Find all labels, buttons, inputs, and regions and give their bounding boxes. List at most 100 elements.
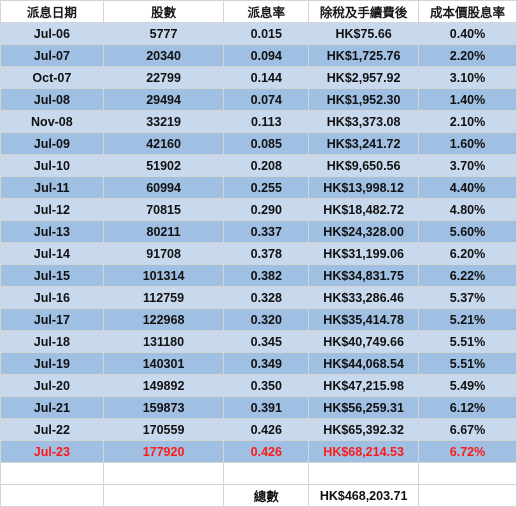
cell-shares[interactable]: 159873 — [102, 396, 225, 419]
cell-net[interactable]: HK$35,414.78 — [308, 308, 420, 331]
cell-yield[interactable]: 1.60% — [418, 132, 517, 155]
cell-date[interactable]: Nov-08 — [0, 110, 104, 133]
cell-net[interactable]: HK$65,392.32 — [308, 418, 420, 441]
cell-shares[interactable]: 149892 — [102, 374, 225, 397]
cell-net[interactable]: HK$1,952.30 — [308, 88, 420, 111]
cell-rate[interactable]: 0.426 — [223, 418, 310, 441]
empty-cell[interactable] — [102, 484, 225, 507]
cell-net[interactable]: HK$18,482.72 — [308, 198, 420, 221]
cell-yield[interactable]: 5.49% — [418, 374, 517, 397]
cell-net[interactable]: HK$33,286.46 — [308, 286, 420, 309]
cell-date[interactable]: Jul-06 — [0, 22, 104, 45]
cell-shares[interactable]: 177920 — [102, 440, 225, 463]
cell-yield[interactable]: 5.37% — [418, 286, 517, 309]
cell-yield[interactable]: 5.51% — [418, 330, 517, 353]
empty-cell[interactable] — [0, 484, 104, 507]
cell-yield[interactable]: 6.22% — [418, 264, 517, 287]
cell-shares[interactable]: 140301 — [102, 352, 225, 375]
cell-date[interactable]: Jul-14 — [0, 242, 104, 265]
cell-rate[interactable]: 0.382 — [223, 264, 310, 287]
cell-shares[interactable]: 80211 — [102, 220, 225, 243]
cell-yield[interactable]: 5.60% — [418, 220, 517, 243]
cell-rate[interactable]: 0.074 — [223, 88, 310, 111]
cell-net[interactable]: HK$40,749.66 — [308, 330, 420, 353]
cell-rate[interactable]: 0.144 — [223, 66, 310, 89]
cell-shares[interactable]: 22799 — [102, 66, 225, 89]
cell-net[interactable]: HK$75.66 — [308, 22, 420, 45]
cell-yield[interactable]: 4.80% — [418, 198, 517, 221]
empty-cell[interactable] — [308, 462, 420, 485]
cell-date[interactable]: Jul-18 — [0, 330, 104, 353]
cell-shares[interactable]: 60994 — [102, 176, 225, 199]
cell-date[interactable]: Jul-11 — [0, 176, 104, 199]
cell-net[interactable]: HK$13,998.12 — [308, 176, 420, 199]
cell-date[interactable]: Jul-13 — [0, 220, 104, 243]
cell-shares[interactable]: 101314 — [102, 264, 225, 287]
cell-yield[interactable]: 1.40% — [418, 88, 517, 111]
cell-rate[interactable]: 0.391 — [223, 396, 310, 419]
cell-date[interactable]: Jul-08 — [0, 88, 104, 111]
cell-date[interactable]: Jul-22 — [0, 418, 104, 441]
empty-cell[interactable] — [0, 462, 104, 485]
cell-date[interactable]: Jul-23 — [0, 440, 104, 463]
cell-yield[interactable]: 6.12% — [418, 396, 517, 419]
cell-net[interactable]: HK$1,725.76 — [308, 44, 420, 67]
cell-net[interactable]: HK$3,241.72 — [308, 132, 420, 155]
cell-date[interactable]: Jul-16 — [0, 286, 104, 309]
cell-rate[interactable]: 0.290 — [223, 198, 310, 221]
empty-cell[interactable] — [223, 462, 310, 485]
total-label[interactable]: 總數 — [223, 484, 310, 507]
cell-yield[interactable]: 3.10% — [418, 66, 517, 89]
header-cell-shares[interactable]: 股數 — [102, 0, 225, 23]
cell-date[interactable]: Jul-20 — [0, 374, 104, 397]
cell-rate[interactable]: 0.094 — [223, 44, 310, 67]
cell-yield[interactable]: 5.21% — [418, 308, 517, 331]
cell-rate[interactable]: 0.345 — [223, 330, 310, 353]
cell-shares[interactable]: 20340 — [102, 44, 225, 67]
cell-rate[interactable]: 0.255 — [223, 176, 310, 199]
cell-shares[interactable]: 29494 — [102, 88, 225, 111]
cell-rate[interactable]: 0.320 — [223, 308, 310, 331]
cell-rate[interactable]: 0.113 — [223, 110, 310, 133]
cell-net[interactable]: HK$24,328.00 — [308, 220, 420, 243]
cell-net[interactable]: HK$44,068.54 — [308, 352, 420, 375]
cell-shares[interactable]: 170559 — [102, 418, 225, 441]
cell-yield[interactable]: 3.70% — [418, 154, 517, 177]
cell-rate[interactable]: 0.378 — [223, 242, 310, 265]
cell-date[interactable]: Jul-19 — [0, 352, 104, 375]
empty-cell[interactable] — [102, 462, 225, 485]
cell-net[interactable]: HK$47,215.98 — [308, 374, 420, 397]
cell-rate[interactable]: 0.328 — [223, 286, 310, 309]
cell-shares[interactable]: 91708 — [102, 242, 225, 265]
cell-date[interactable]: Jul-15 — [0, 264, 104, 287]
cell-date[interactable]: Jul-21 — [0, 396, 104, 419]
total-value[interactable]: HK$468,203.71 — [308, 484, 420, 507]
cell-shares[interactable]: 112759 — [102, 286, 225, 309]
cell-date[interactable]: Oct-07 — [0, 66, 104, 89]
cell-shares[interactable]: 70815 — [102, 198, 225, 221]
cell-shares[interactable]: 42160 — [102, 132, 225, 155]
cell-rate[interactable]: 0.015 — [223, 22, 310, 45]
cell-net[interactable]: HK$31,199.06 — [308, 242, 420, 265]
cell-shares[interactable]: 51902 — [102, 154, 225, 177]
cell-date[interactable]: Jul-12 — [0, 198, 104, 221]
cell-shares[interactable]: 33219 — [102, 110, 225, 133]
cell-net[interactable]: HK$68,214.53 — [308, 440, 420, 463]
header-cell-date[interactable]: 派息日期 — [0, 0, 104, 23]
cell-shares[interactable]: 122968 — [102, 308, 225, 331]
cell-date[interactable]: Jul-17 — [0, 308, 104, 331]
cell-yield[interactable]: 2.10% — [418, 110, 517, 133]
cell-yield[interactable]: 6.20% — [418, 242, 517, 265]
cell-rate[interactable]: 0.350 — [223, 374, 310, 397]
cell-net[interactable]: HK$56,259.31 — [308, 396, 420, 419]
cell-net[interactable]: HK$2,957.92 — [308, 66, 420, 89]
cell-net[interactable]: HK$3,373.08 — [308, 110, 420, 133]
cell-rate[interactable]: 0.208 — [223, 154, 310, 177]
cell-yield[interactable]: 4.40% — [418, 176, 517, 199]
cell-date[interactable]: Jul-07 — [0, 44, 104, 67]
cell-rate[interactable]: 0.349 — [223, 352, 310, 375]
cell-yield[interactable]: 0.40% — [418, 22, 517, 45]
header-cell-rate[interactable]: 派息率 — [223, 0, 310, 23]
cell-rate[interactable]: 0.337 — [223, 220, 310, 243]
cell-yield[interactable]: 5.51% — [418, 352, 517, 375]
